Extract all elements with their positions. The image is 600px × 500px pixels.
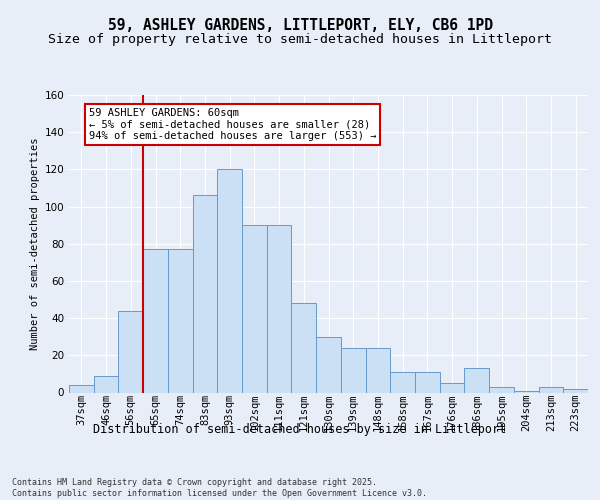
- Bar: [168, 250, 193, 392]
- Bar: [464, 368, 489, 392]
- Bar: [292, 303, 316, 392]
- Bar: [514, 390, 539, 392]
- Bar: [415, 372, 440, 392]
- Bar: [440, 383, 464, 392]
- Y-axis label: Number of semi-detached properties: Number of semi-detached properties: [30, 138, 40, 350]
- Bar: [217, 170, 242, 392]
- Bar: [94, 376, 118, 392]
- Bar: [489, 387, 514, 392]
- Bar: [69, 385, 94, 392]
- Text: 59, ASHLEY GARDENS, LITTLEPORT, ELY, CB6 1PD: 59, ASHLEY GARDENS, LITTLEPORT, ELY, CB6…: [107, 18, 493, 32]
- Bar: [143, 250, 168, 392]
- Text: Distribution of semi-detached houses by size in Littleport: Distribution of semi-detached houses by …: [94, 422, 506, 436]
- Bar: [539, 387, 563, 392]
- Bar: [316, 336, 341, 392]
- Bar: [341, 348, 365, 393]
- Bar: [242, 225, 267, 392]
- Bar: [118, 310, 143, 392]
- Text: 59 ASHLEY GARDENS: 60sqm
← 5% of semi-detached houses are smaller (28)
94% of se: 59 ASHLEY GARDENS: 60sqm ← 5% of semi-de…: [89, 108, 376, 141]
- Text: Contains HM Land Registry data © Crown copyright and database right 2025.
Contai: Contains HM Land Registry data © Crown c…: [12, 478, 427, 498]
- Bar: [390, 372, 415, 392]
- Bar: [365, 348, 390, 393]
- Bar: [563, 389, 588, 392]
- Bar: [267, 225, 292, 392]
- Text: Size of property relative to semi-detached houses in Littleport: Size of property relative to semi-detach…: [48, 32, 552, 46]
- Bar: [193, 196, 217, 392]
